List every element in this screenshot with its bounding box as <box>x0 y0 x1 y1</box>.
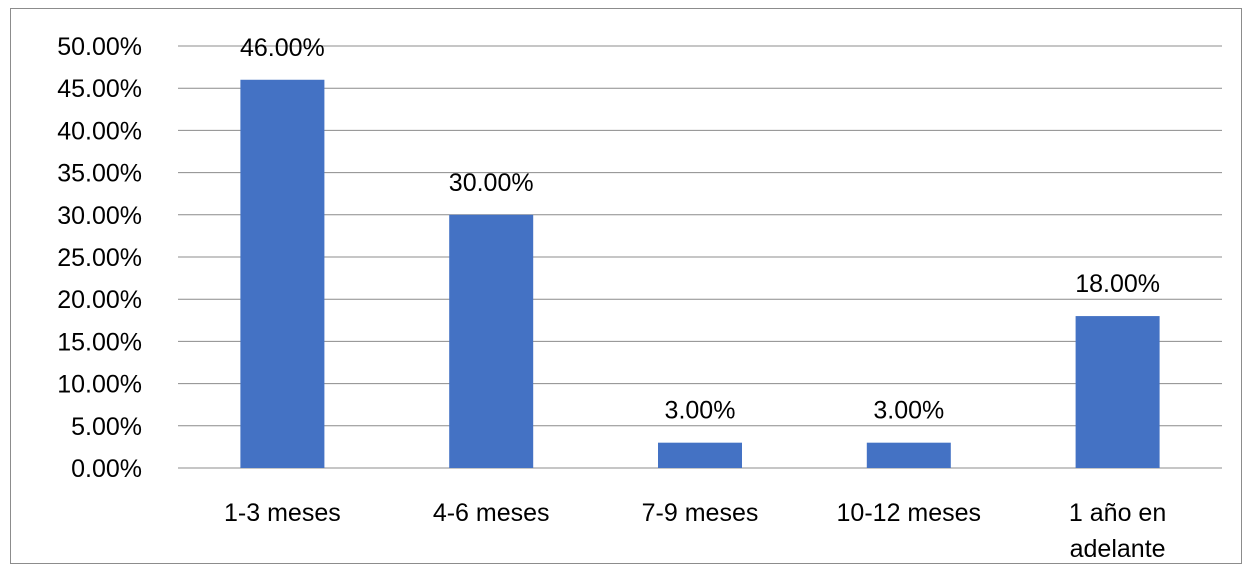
data-label-2: 30.00% <box>449 169 534 197</box>
y-tick-label: 40.00% <box>57 117 142 145</box>
data-label-3: 3.00% <box>665 397 736 425</box>
y-tick-label: 10.00% <box>57 371 142 399</box>
y-tick-label: 5.00% <box>71 413 142 441</box>
y-tick-label: 20.00% <box>57 286 142 314</box>
chart-frame <box>10 8 1242 564</box>
bar-1 <box>240 79 325 468</box>
bar-3 <box>658 442 742 468</box>
bar-2 <box>449 214 534 468</box>
x-category-label-5: 1 año en adelante <box>1069 499 1166 563</box>
y-tick-label: 0.00% <box>71 455 142 483</box>
bar-5 <box>1075 316 1160 468</box>
gridlines <box>178 45 1222 469</box>
x-category-label-3: 7-9 meses <box>642 499 759 527</box>
y-tick-label: 25.00% <box>57 244 142 272</box>
data-label-4: 3.00% <box>873 397 944 425</box>
y-tick-label: 35.00% <box>57 160 142 188</box>
data-label-5: 18.00% <box>1075 270 1160 298</box>
bar-4 <box>866 442 951 468</box>
x-category-label-2: 4-6 meses <box>433 499 550 527</box>
y-tick-label: 45.00% <box>57 75 142 103</box>
y-tick-label: 50.00% <box>57 33 142 61</box>
x-category-label-1: 1-3 meses <box>224 499 341 527</box>
y-axis-ticks: 0.00% 5.00% 10.00% 15.00% 20.00% 25.00% 30.00%… <box>57 33 142 483</box>
data-label-1: 46.00% <box>240 34 325 62</box>
x-category-label-4: 10-12 meses <box>837 499 982 527</box>
y-tick-label: 15.00% <box>57 328 142 356</box>
x-axis-categories: 1-3 meses 4-6 meses 7-9 meses 10-12 meses 1 … <box>224 499 1166 563</box>
bars <box>240 79 1160 468</box>
data-labels: 46.00% 30.00% 3.00% 3.00% 18.00% <box>240 34 1160 425</box>
y-tick-label: 30.00% <box>57 202 142 230</box>
